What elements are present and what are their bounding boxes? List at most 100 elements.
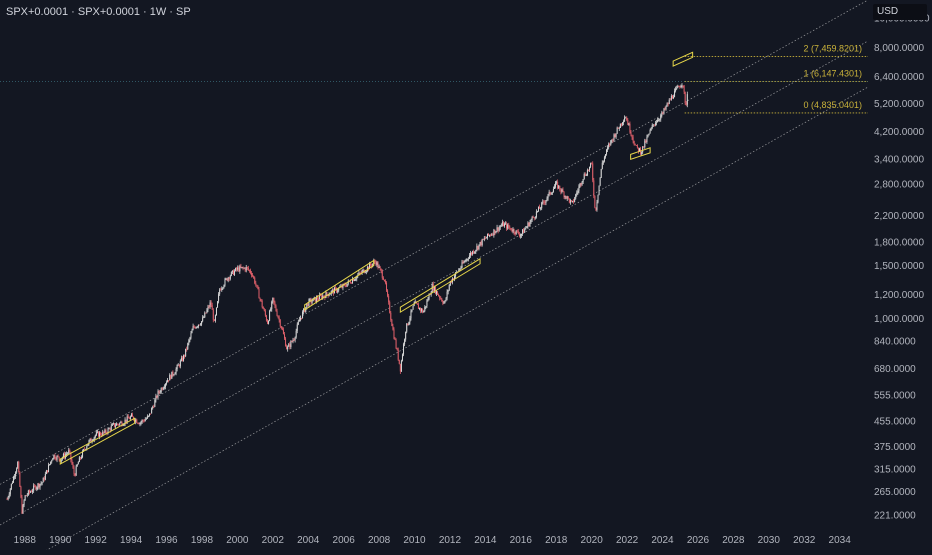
symbol-title: SPX+0.0001 · SPX+0.0001 · 1W · SP bbox=[6, 6, 191, 18]
x-tick-label: 2010 bbox=[403, 535, 426, 546]
y-tick-label: 315.0000 bbox=[874, 464, 916, 475]
candle-body bbox=[634, 144, 636, 146]
candle-body bbox=[524, 229, 526, 233]
fib-level-label: 1 (6,147.4301) bbox=[803, 69, 862, 79]
candle-body bbox=[172, 371, 174, 376]
candle-body bbox=[617, 127, 619, 129]
candle-body bbox=[36, 487, 38, 490]
candle-body bbox=[50, 461, 52, 465]
candle-body bbox=[448, 285, 450, 291]
candle-body bbox=[427, 299, 429, 301]
candle-body bbox=[411, 309, 413, 312]
candle-body bbox=[490, 234, 492, 236]
channel-line-3 bbox=[37, 86, 869, 555]
candle-body bbox=[121, 422, 123, 426]
candle-body bbox=[661, 112, 663, 116]
candle-body bbox=[519, 235, 521, 237]
candle-body bbox=[609, 144, 611, 146]
candle-body bbox=[213, 319, 215, 321]
candle-body bbox=[252, 275, 254, 277]
candle-body bbox=[23, 500, 25, 506]
candle-body bbox=[236, 268, 238, 270]
candle-body bbox=[63, 453, 65, 458]
candle-body bbox=[629, 123, 631, 133]
candle-body bbox=[529, 221, 531, 227]
candle-body bbox=[387, 290, 389, 296]
candle-body bbox=[220, 289, 222, 291]
candle-body bbox=[388, 295, 390, 303]
candle-body bbox=[57, 455, 59, 457]
candle-body bbox=[338, 287, 340, 291]
candle-body bbox=[18, 461, 20, 473]
candle-body bbox=[127, 416, 129, 419]
candle-body bbox=[599, 177, 601, 186]
candle-body bbox=[452, 278, 454, 280]
candle-body bbox=[303, 308, 305, 312]
candle-body bbox=[495, 231, 497, 234]
candle-body bbox=[413, 303, 415, 306]
candle-body bbox=[31, 491, 33, 493]
candle-body bbox=[41, 482, 43, 484]
price-axis-panel bbox=[868, 0, 932, 550]
candle-body bbox=[377, 262, 379, 268]
candle-body bbox=[126, 416, 128, 422]
candle-body bbox=[630, 132, 632, 136]
candle-body bbox=[319, 295, 321, 300]
candle-body bbox=[441, 298, 443, 302]
candle-body bbox=[547, 194, 549, 199]
candle-body bbox=[180, 357, 182, 361]
candle-body bbox=[193, 326, 195, 328]
candle-body bbox=[239, 266, 241, 272]
candle-body bbox=[161, 388, 163, 390]
candle-body bbox=[240, 266, 242, 268]
candle-body bbox=[46, 470, 48, 473]
candle-body bbox=[45, 470, 47, 474]
candle-body bbox=[219, 289, 221, 295]
candle-body bbox=[429, 294, 431, 296]
candle-body bbox=[318, 299, 320, 301]
candle-body bbox=[568, 198, 570, 203]
candle-body bbox=[152, 406, 154, 409]
candle-body bbox=[149, 413, 151, 416]
candle-body bbox=[223, 285, 225, 288]
candle-body bbox=[624, 117, 626, 122]
candle-body bbox=[375, 261, 377, 265]
candle-body bbox=[662, 112, 664, 114]
x-tick-label: 1992 bbox=[85, 535, 108, 546]
candle-body bbox=[648, 133, 650, 135]
candle-body bbox=[177, 364, 179, 366]
candle-body bbox=[272, 297, 274, 302]
candle-body bbox=[355, 278, 357, 280]
candle-body bbox=[25, 495, 27, 497]
candle-body bbox=[652, 124, 654, 126]
candle-body bbox=[595, 207, 597, 210]
currency-selector[interactable]: USD bbox=[873, 4, 927, 20]
candle-body bbox=[454, 276, 456, 280]
candle-body bbox=[591, 163, 593, 165]
x-tick-label: 2004 bbox=[297, 535, 320, 546]
candle-body bbox=[306, 304, 308, 308]
candle-body bbox=[389, 302, 391, 313]
candle-body bbox=[475, 250, 477, 252]
candle-body bbox=[678, 86, 680, 87]
candle-body bbox=[344, 284, 346, 286]
highlight-box bbox=[630, 147, 651, 161]
candle-body bbox=[528, 222, 530, 227]
candle-body bbox=[224, 279, 226, 286]
candle-body bbox=[570, 200, 572, 202]
candle-body bbox=[342, 284, 344, 288]
candle-body bbox=[533, 217, 535, 219]
candle-body bbox=[262, 306, 264, 310]
candle-body bbox=[362, 269, 364, 271]
candle-body bbox=[335, 287, 337, 289]
candle-body bbox=[574, 198, 576, 202]
candle-body bbox=[367, 266, 369, 270]
candle-body bbox=[71, 459, 73, 464]
candle-body bbox=[645, 140, 647, 143]
candle-body bbox=[90, 438, 92, 442]
candle-body bbox=[494, 229, 496, 234]
candle-body bbox=[290, 341, 292, 348]
candle-body bbox=[248, 269, 250, 271]
